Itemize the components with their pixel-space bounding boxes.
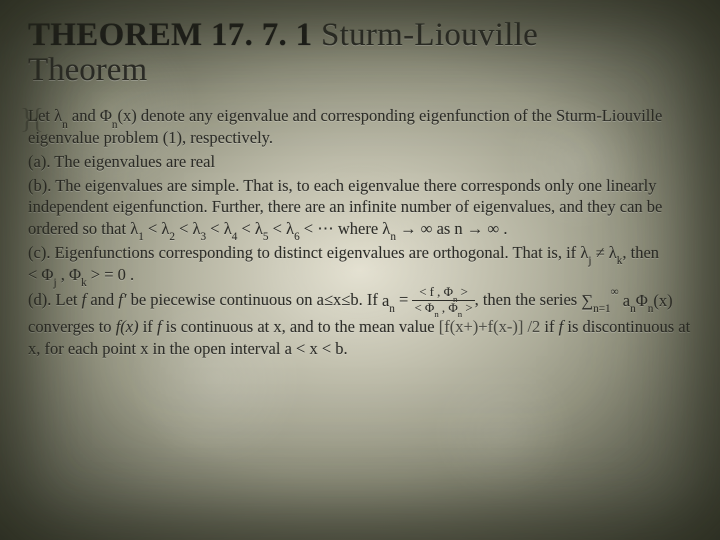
title-heavy: THEOREM 17. 7. 1 (28, 17, 312, 53)
t-c1: (c). Eigenfunctions corresponding to dis… (28, 243, 580, 262)
t-b-limit: λn → ∞ (382, 219, 432, 238)
t-c2: , then (622, 243, 659, 262)
para-intro: Let λn and Φn(x) denote any eigenvalue a… (28, 105, 692, 149)
sym-phi: Φ (100, 106, 112, 125)
t-d-series: ∑n=1∞ anΦn(x) (581, 291, 672, 310)
para-a: (a). The eigenvalues are real (28, 151, 692, 173)
t-b-chain: λ1 < λ2 < λ3 < λ4 < λ5 < λ6 < ⋯ (130, 219, 334, 238)
para-d: (d). Let f and f′ be piecewise continuou… (28, 287, 692, 359)
slide-content: THEOREM 17. 7. 1 Sturm-Liouville Theorem… (0, 0, 720, 540)
t-intro-b: and (68, 106, 100, 125)
t-d-eq: = (395, 291, 413, 310)
theorem-body: Let λn and Φn(x) denote any eigenvalue a… (28, 105, 692, 359)
t-d-mean: [f(x+)+f(x-)] /2 (439, 317, 541, 336)
title-rest-1: Sturm-Liouville (312, 17, 538, 53)
t-d2: and (86, 291, 118, 310)
title-line-1: THEOREM 17. 7. 1 Sturm-Liouville (28, 18, 692, 53)
t-d3: be piecewise continuous on a≤x≤b. If (126, 291, 381, 310)
sym-lambda: λ (54, 106, 62, 125)
t-b2: where (334, 219, 383, 238)
t-d7: is continuous at x, and to the mean valu… (162, 317, 439, 336)
sym-phi-arg: (x) (118, 106, 137, 125)
t-c3: . (126, 265, 134, 284)
t-intro-a: Let (28, 106, 54, 125)
t-d-an: an (382, 291, 395, 310)
t-d5: converges to (28, 317, 116, 336)
sym-lambda-sub: n (62, 119, 68, 131)
t-c-cond: λj ≠ λk (580, 243, 622, 262)
para-c: (c). Eigenfunctions corresponding to dis… (28, 242, 692, 286)
t-b3: as n → ∞ . (432, 219, 507, 238)
t-d8: if (540, 317, 558, 336)
t-d4: , then the series (475, 291, 582, 310)
title-line-2: Theorem (28, 53, 692, 88)
t-d-frac: < f , Φn >< Φn , Φn > (412, 286, 474, 315)
t-d-fx: f(x) (116, 317, 139, 336)
t-d-frac-num: < f , Φn > (412, 286, 474, 301)
para-b: (b). The eigenvalues are simple. That is… (28, 175, 692, 240)
t-d6: if (139, 317, 157, 336)
t-d-frac-den: < Φn , Φn > (412, 301, 474, 315)
t-d1: (d). Let (28, 291, 82, 310)
sym-phi-sub: n (112, 119, 118, 131)
t-c-inner: < Φj , Φk > = 0 (28, 265, 126, 284)
